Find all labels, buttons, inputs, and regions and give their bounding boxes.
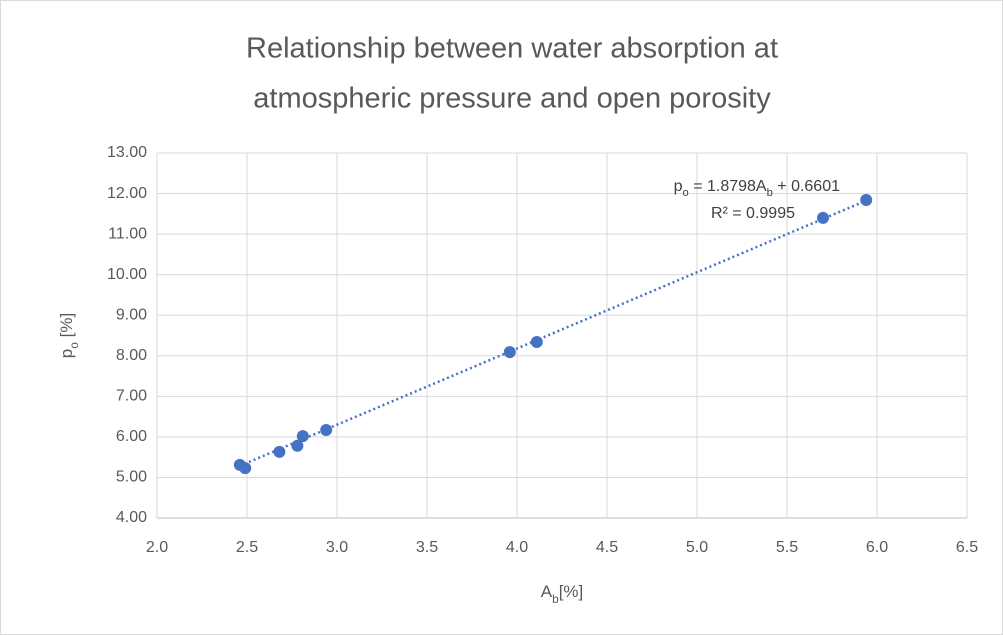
data-point	[860, 194, 873, 207]
x-tick-label: 4.0	[506, 539, 528, 556]
y-axis-label-part: o	[67, 342, 81, 349]
y-tick-label: 10.00	[107, 266, 147, 283]
y-axis-label: po [%]	[57, 313, 81, 358]
x-axis-label-part: A	[541, 582, 553, 601]
data-point	[503, 346, 516, 359]
y-tick-label: 6.00	[116, 428, 147, 445]
trendline-equation-part: = 1.8798A	[689, 178, 767, 195]
x-tick-label: 2.0	[146, 539, 168, 556]
y-tick-label: 13.00	[107, 144, 147, 161]
y-tick-label: 7.00	[116, 388, 147, 405]
x-tick-label: 6.0	[866, 539, 888, 556]
y-tick-label: 12.00	[107, 185, 147, 202]
x-axis-label-part: [%]	[559, 582, 584, 601]
data-point	[320, 423, 333, 436]
data-point	[291, 439, 304, 452]
chart-title: Relationship between water absorption at	[246, 33, 778, 65]
x-tick-label: 3.5	[416, 539, 438, 556]
x-tick-label: 2.5	[236, 539, 258, 556]
trendline-equation-part: p	[674, 178, 683, 195]
trendline-equation-part: + 0.6601	[773, 178, 840, 195]
trendline-equation-part: b	[767, 187, 773, 199]
data-point	[530, 335, 543, 348]
x-axis-label: Ab[%]	[541, 582, 584, 606]
y-tick-label: 4.00	[116, 509, 147, 526]
data-point	[273, 445, 286, 458]
y-tick-label: 9.00	[116, 306, 147, 323]
x-tick-label: 3.0	[326, 539, 348, 556]
chart-title: atmospheric pressure and open porosity	[253, 83, 771, 115]
x-tick-label: 6.5	[956, 539, 978, 556]
data-point	[239, 462, 252, 475]
trendline-equation: po = 1.8798Ab + 0.6601	[674, 178, 840, 199]
trendline-equation-part: o	[683, 187, 689, 199]
x-tick-label: 5.5	[776, 539, 798, 556]
data-point	[817, 211, 829, 224]
y-axis-label-part: [%]	[57, 313, 76, 342]
trendline-r2: R² = 0.9995	[711, 205, 795, 222]
x-tick-label: 4.5	[596, 539, 618, 556]
x-axis-label-part: b	[552, 592, 559, 606]
x-tick-label: 5.0	[686, 539, 708, 556]
trendline	[239, 199, 867, 468]
data-point	[296, 430, 309, 443]
y-tick-label: 8.00	[116, 347, 147, 364]
y-tick-label: 11.00	[108, 225, 147, 242]
y-axis-label-part: p	[57, 349, 76, 358]
y-tick-label: 5.00	[116, 469, 147, 486]
